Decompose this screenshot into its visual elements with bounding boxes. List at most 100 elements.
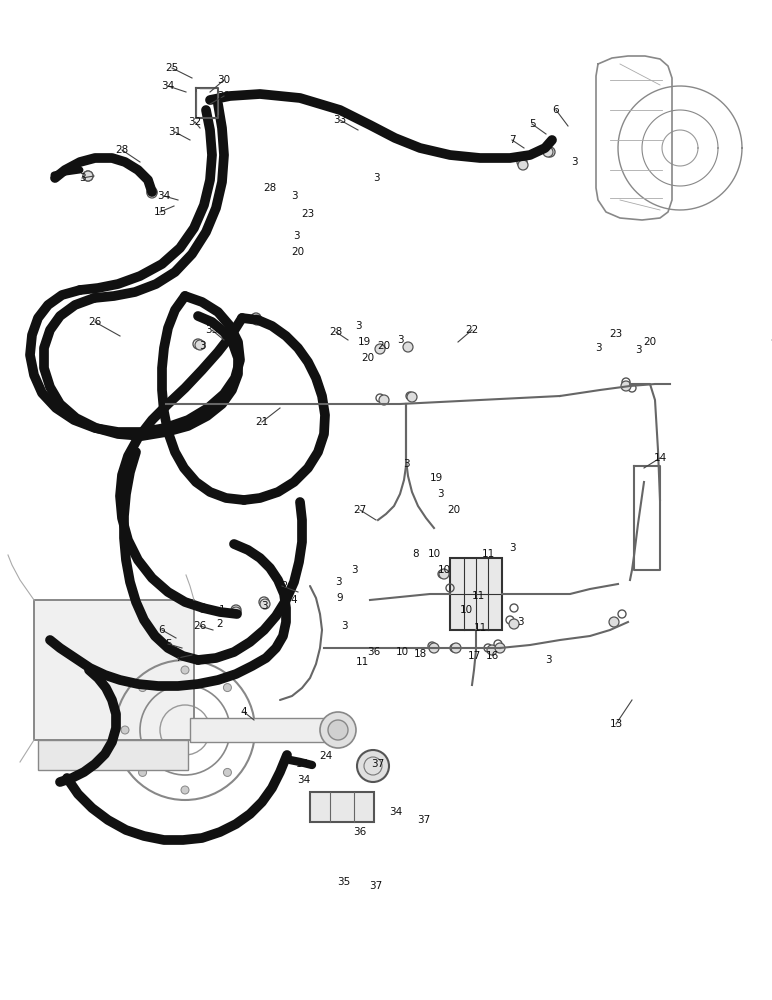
Circle shape xyxy=(260,599,270,609)
Circle shape xyxy=(439,569,449,579)
Text: 1: 1 xyxy=(218,605,225,615)
Circle shape xyxy=(487,645,497,655)
Text: 9: 9 xyxy=(337,593,344,603)
Bar xyxy=(450,558,502,630)
Text: 3: 3 xyxy=(437,489,443,499)
Circle shape xyxy=(495,643,505,653)
Text: 34: 34 xyxy=(389,807,403,817)
Text: 21: 21 xyxy=(256,417,269,427)
Circle shape xyxy=(121,726,129,734)
Text: 7: 7 xyxy=(509,135,516,145)
Text: 37: 37 xyxy=(369,881,383,891)
Circle shape xyxy=(429,643,439,653)
Text: 8: 8 xyxy=(413,549,419,559)
Text: 3: 3 xyxy=(516,617,523,627)
Text: 3: 3 xyxy=(397,335,403,345)
Text: 12: 12 xyxy=(276,581,289,591)
Circle shape xyxy=(509,619,519,629)
Text: 3: 3 xyxy=(509,543,516,553)
Text: 13: 13 xyxy=(609,719,623,729)
Circle shape xyxy=(147,188,157,198)
Text: 23: 23 xyxy=(609,329,623,339)
Text: 3: 3 xyxy=(335,577,341,587)
Text: 10: 10 xyxy=(428,549,441,559)
Text: 37: 37 xyxy=(418,815,431,825)
Text: 3: 3 xyxy=(291,191,297,201)
Text: 19: 19 xyxy=(429,473,442,483)
Text: 3: 3 xyxy=(293,231,300,241)
Text: 2: 2 xyxy=(217,619,223,629)
Text: 10: 10 xyxy=(395,647,408,657)
Ellipse shape xyxy=(320,712,356,748)
Bar xyxy=(34,600,194,740)
Bar xyxy=(38,740,188,770)
Text: 30: 30 xyxy=(218,75,231,85)
Circle shape xyxy=(83,171,93,181)
Text: 20: 20 xyxy=(643,337,656,347)
Circle shape xyxy=(518,160,528,170)
Text: 17: 17 xyxy=(467,651,481,661)
Text: 11: 11 xyxy=(472,591,485,601)
Circle shape xyxy=(357,750,389,782)
Circle shape xyxy=(403,342,413,352)
Text: 23: 23 xyxy=(301,209,315,219)
Bar xyxy=(190,718,340,742)
Circle shape xyxy=(223,684,232,692)
Circle shape xyxy=(241,726,249,734)
Circle shape xyxy=(138,684,147,692)
Text: 20: 20 xyxy=(361,353,374,363)
Text: 4: 4 xyxy=(241,707,247,717)
Text: 3: 3 xyxy=(571,157,577,167)
Text: 27: 27 xyxy=(354,505,367,515)
Text: 16: 16 xyxy=(486,651,499,661)
Text: 18: 18 xyxy=(413,649,427,659)
Text: 36: 36 xyxy=(354,827,367,837)
Text: 6: 6 xyxy=(553,105,559,115)
Bar xyxy=(310,792,374,822)
Text: 37: 37 xyxy=(371,759,384,769)
Text: 20: 20 xyxy=(448,505,461,515)
Text: 33: 33 xyxy=(334,115,347,125)
Text: 3: 3 xyxy=(373,173,379,183)
Circle shape xyxy=(451,643,461,653)
Ellipse shape xyxy=(328,720,348,740)
Text: 3: 3 xyxy=(354,321,361,331)
Text: 29: 29 xyxy=(218,91,231,101)
Text: 36: 36 xyxy=(367,647,381,657)
Text: 3: 3 xyxy=(340,621,347,631)
Bar xyxy=(34,600,194,740)
Text: 3: 3 xyxy=(403,459,409,469)
Text: 26: 26 xyxy=(88,317,102,327)
Text: 15: 15 xyxy=(296,759,309,769)
Text: 11: 11 xyxy=(482,549,495,559)
Circle shape xyxy=(252,315,262,325)
Text: 35: 35 xyxy=(337,877,350,887)
Text: 11: 11 xyxy=(473,623,486,633)
Text: 3: 3 xyxy=(635,345,642,355)
Text: 26: 26 xyxy=(193,621,207,631)
Text: 34: 34 xyxy=(157,191,171,201)
Text: 34: 34 xyxy=(161,81,174,91)
Text: 28: 28 xyxy=(115,145,129,155)
Circle shape xyxy=(379,395,389,405)
Circle shape xyxy=(181,786,189,794)
Text: 28: 28 xyxy=(263,183,276,193)
Text: 3: 3 xyxy=(545,655,551,665)
Text: 33: 33 xyxy=(205,325,218,335)
Circle shape xyxy=(543,147,553,157)
Circle shape xyxy=(609,617,619,627)
Text: 6: 6 xyxy=(159,625,165,635)
Text: 24: 24 xyxy=(320,751,333,761)
Text: 22: 22 xyxy=(466,325,479,335)
Text: 25: 25 xyxy=(165,63,178,73)
Circle shape xyxy=(375,344,385,354)
Text: 15: 15 xyxy=(154,207,167,217)
Circle shape xyxy=(138,768,147,776)
Text: 5: 5 xyxy=(164,639,171,649)
Text: 10: 10 xyxy=(459,605,472,615)
Text: 3: 3 xyxy=(79,173,86,183)
Circle shape xyxy=(231,607,241,617)
Text: 32: 32 xyxy=(188,117,201,127)
Text: 11: 11 xyxy=(355,657,368,667)
Text: 3: 3 xyxy=(198,341,205,351)
